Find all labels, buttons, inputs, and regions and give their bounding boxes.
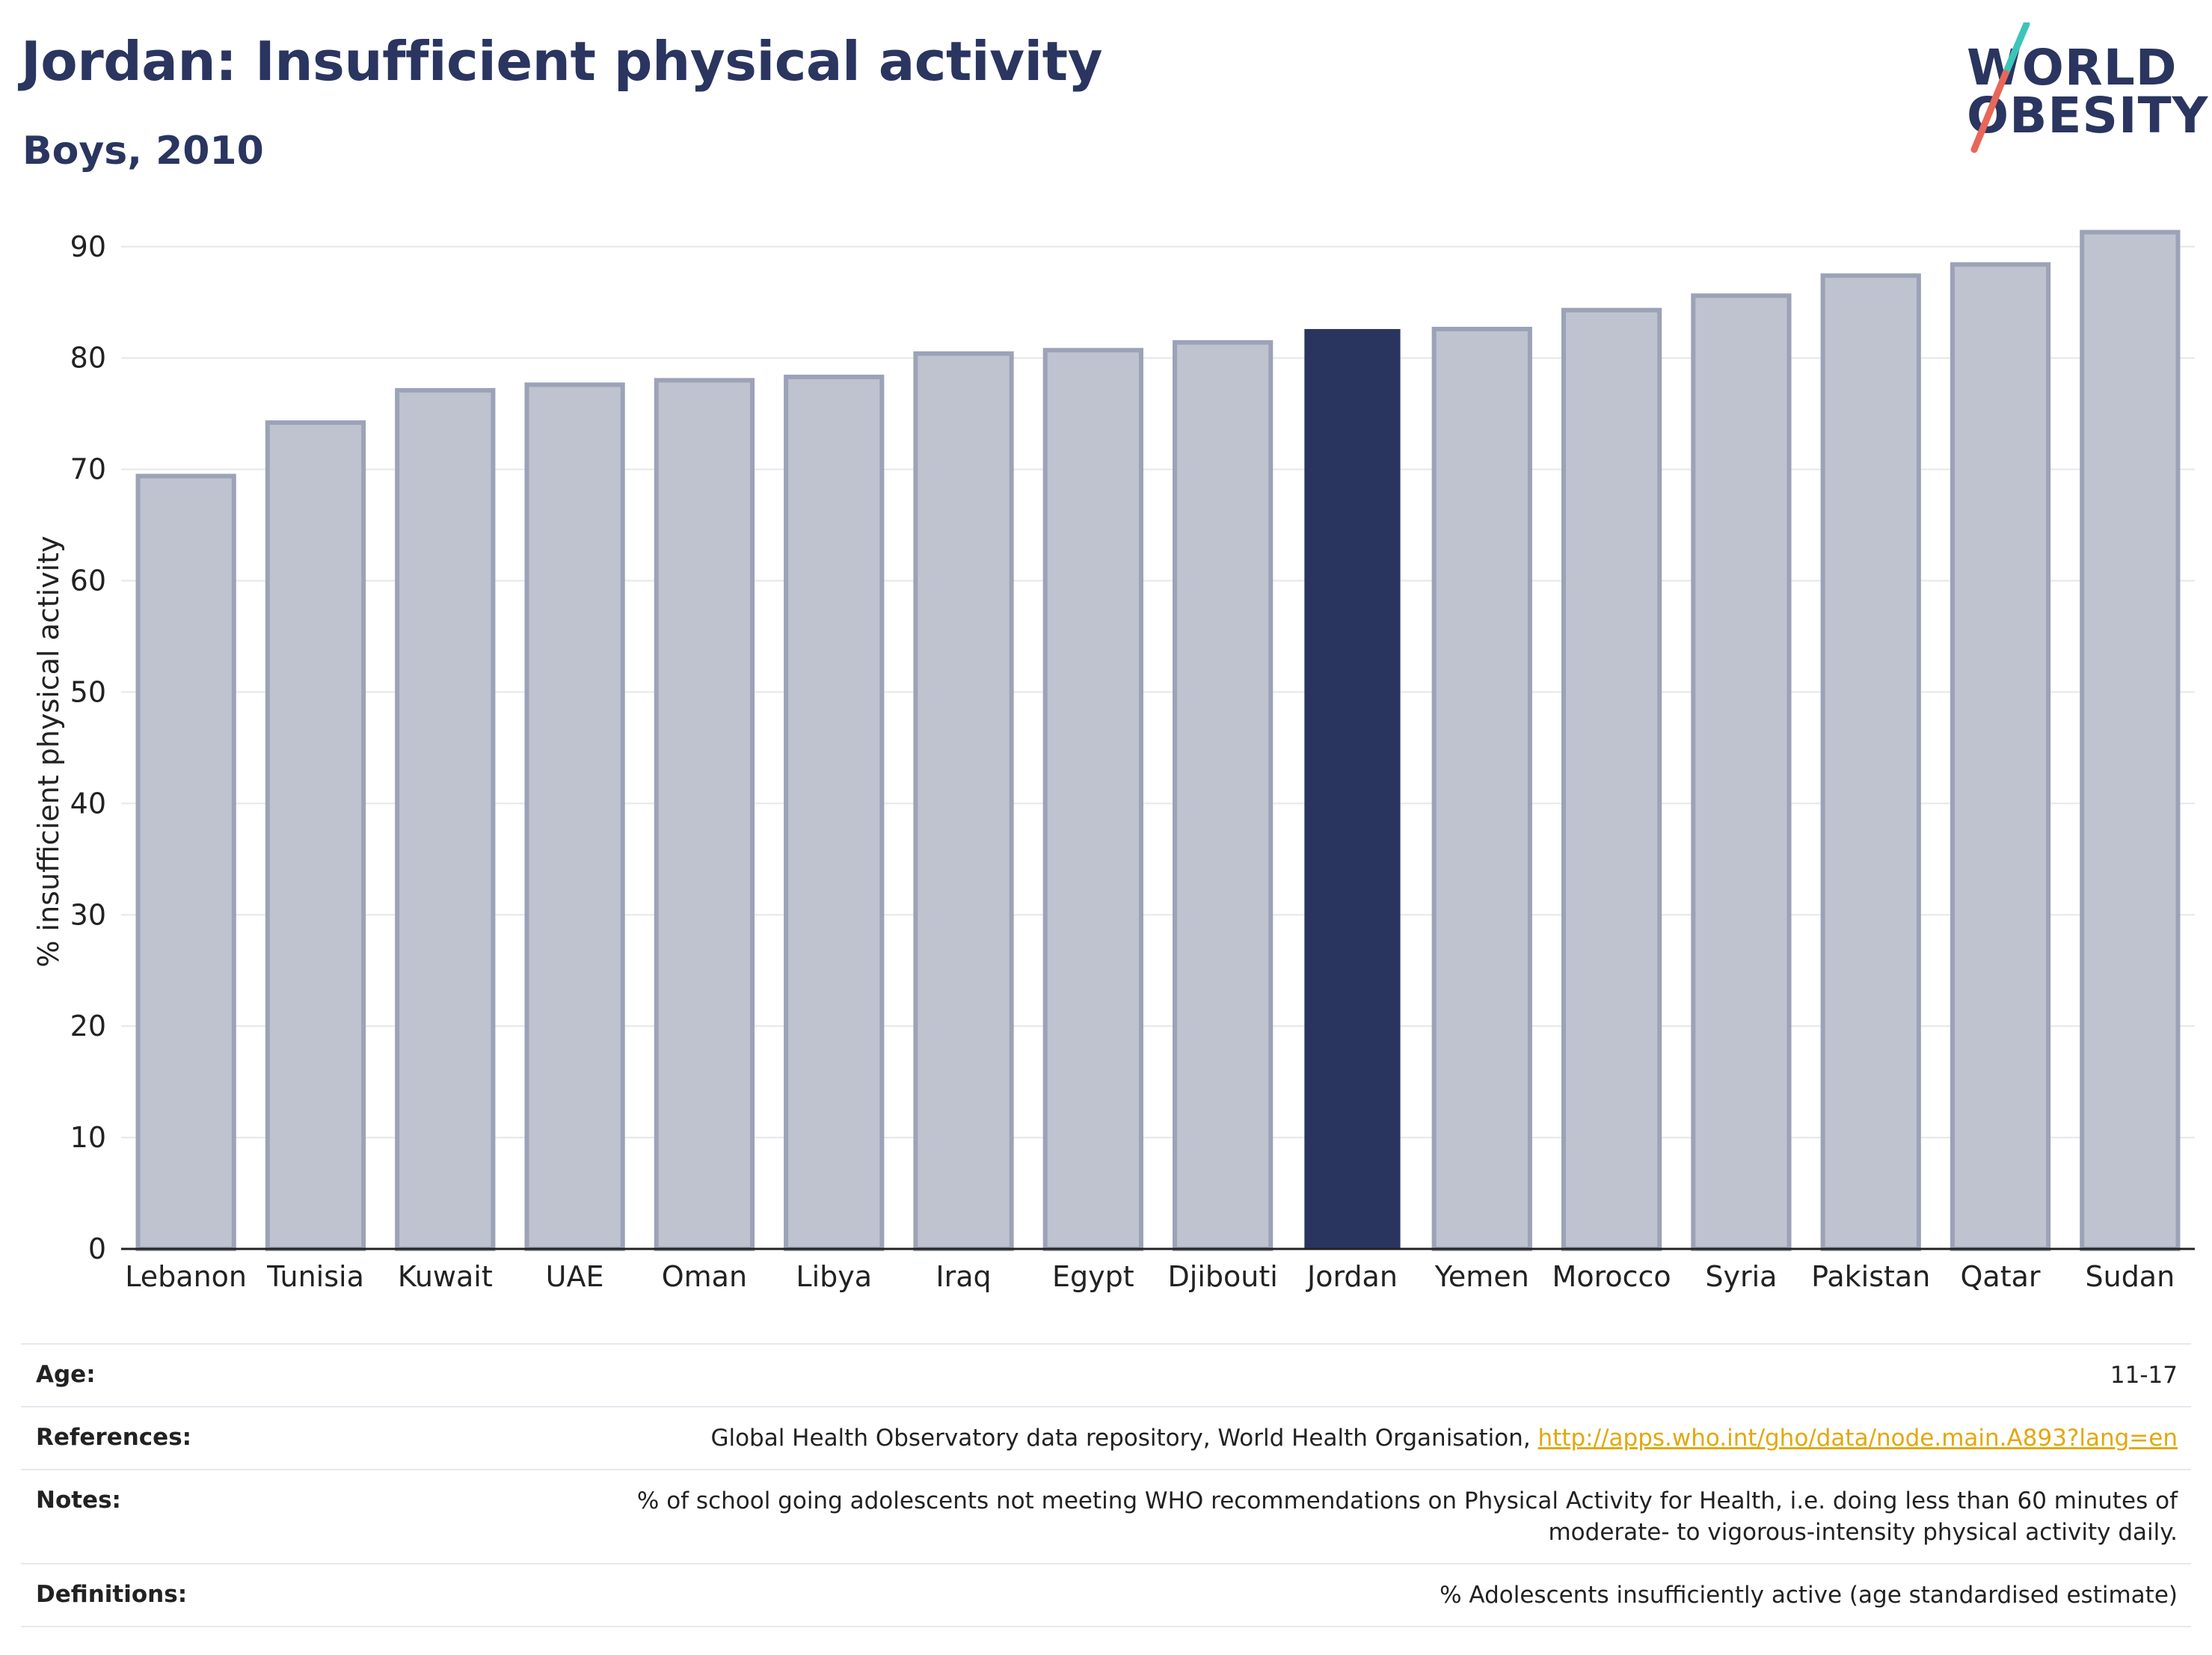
bar-oman [654,378,755,1251]
x-tick-label: Sudan [2085,1260,2175,1293]
bar-kuwait [395,387,496,1251]
x-tick-label: Lebanon [125,1260,247,1293]
meta-value-age: 11-17 [2110,1362,2178,1389]
y-tick-label: 0 [88,1232,106,1265]
x-tick-label: Yemen [1434,1260,1529,1293]
bar-pakistan [1820,273,1921,1251]
bar-sudan [2080,230,2181,1251]
x-tick-label: Syria [1705,1260,1777,1293]
bar-uae [524,382,625,1251]
y-tick-label: 50 [70,675,106,708]
x-tick-label: Libya [796,1260,872,1293]
bar-djibouti [1173,340,1274,1252]
meta-value-notes: % of school going adolescents not meetin… [637,1485,2178,1548]
references-text: Global Health Observatory data repositor… [710,1425,1538,1452]
x-tick-label: Qatar [1961,1260,2041,1293]
y-tick-label: 60 [70,565,106,598]
meta-row-definitions: Definitions: % Adolescents insufficientl… [21,1565,2191,1627]
notes-line-1: % of school going adolescents not meetin… [636,1487,2178,1514]
bar-egypt [1042,348,1143,1252]
notes-line-2: moderate- to vigorous-intensity physical… [1548,1519,2178,1546]
y-tick-label: 20 [70,1010,106,1043]
y-tick-label: 90 [70,230,106,263]
meta-label-references: References: [36,1424,192,1451]
x-tick-label: Morocco [1552,1260,1671,1293]
bars [135,230,2181,1252]
x-axis-ticks: Lebanon Tunisia Kuwait UAE Oman Libya Iraq Egyp… [125,1260,2175,1293]
x-tick-label: Djibouti [1168,1260,1278,1293]
y-tick-label: 40 [70,787,106,820]
logo-text-obesity: OBESITY [1967,87,2209,144]
x-tick-label: Oman [662,1260,747,1293]
logo-slash-icon [1970,22,2030,153]
bar-yemen [1431,326,1532,1251]
bar-chart: 0 10 20 30 40 50 60 70 80 90 Lebanon Tunisia Kuwait… [32,230,2195,1293]
y-tick-label: 10 [70,1121,106,1154]
bar-jordan [1304,328,1401,1249]
meta-label-notes: Notes: [36,1487,121,1514]
y-tick-label: 30 [70,898,106,931]
meta-label-age: Age: [36,1361,96,1388]
meta-row-references: References: Global Health Observatory da… [21,1407,2191,1470]
y-axis-label: % insufficient physical activity [32,535,65,967]
x-tick-label: Iraq [936,1260,991,1293]
y-tick-label: 70 [70,453,106,486]
meta-label-definitions: Definitions: [36,1581,188,1608]
x-tick-label: Kuwait [398,1260,493,1293]
bar-syria [1691,293,1792,1252]
x-tick-label: Pakistan [1811,1260,1930,1293]
x-tick-label: Egypt [1052,1260,1134,1293]
bar-libya [784,375,885,1251]
chart-subtitle: Boys, 2010 [22,129,264,174]
meta-row-notes: Notes: % of school going adolescents not… [21,1470,2191,1565]
chart-title: Jordan: Insufficient physical activity [21,30,1103,93]
meta-value-definitions: % Adolescents insufficiently active (age… [1440,1582,2178,1609]
x-tick-label: UAE [546,1260,604,1293]
bar-morocco [1561,307,1662,1251]
meta-value-references: Global Health Observatory data repositor… [710,1422,2178,1454]
metadata-table: Age: 11-17 References: Global Health Obs… [21,1343,2191,1627]
x-tick-label: Jordan [1306,1260,1398,1293]
bar-tunisia [265,420,366,1252]
y-tick-label: 80 [70,342,106,375]
references-link[interactable]: http://apps.who.int/gho/data/node.main.A… [1537,1425,2178,1452]
bar-iraq [913,351,1014,1251]
bar-qatar [1950,262,2051,1252]
world-obesity-logo: WORLD OBESITY [1959,22,2209,165]
bar-lebanon [135,473,236,1252]
meta-row-age: Age: 11-17 [21,1345,2191,1407]
y-axis-ticks: 0 10 20 30 40 50 60 70 80 90 [70,230,106,1265]
x-tick-label: Tunisia [266,1260,364,1293]
